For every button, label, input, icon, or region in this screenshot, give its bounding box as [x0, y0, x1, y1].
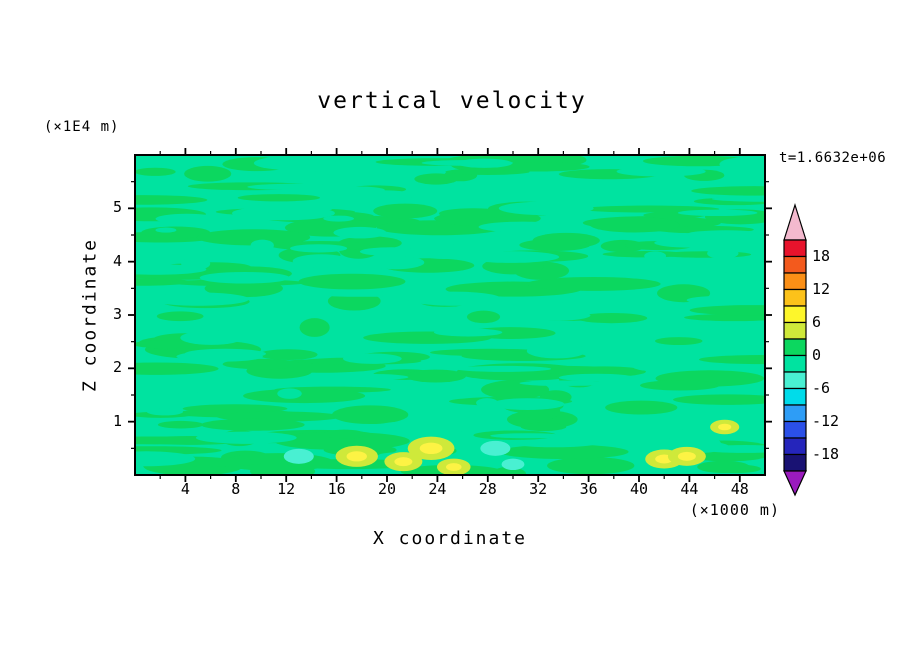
x-axis-title: X coordinate [372, 528, 528, 549]
colorbar-tick-label: 18 [812, 247, 831, 265]
x-tick-label: 40 [629, 480, 649, 498]
plot-title: vertical velocity [317, 88, 587, 114]
colorbar-tick-label: -12 [812, 412, 840, 430]
x-axis-unit-label: (×1000 m) [689, 501, 780, 519]
x-tick-label: 4 [180, 480, 190, 498]
y-axis-unit-label: (×1E4 m) [44, 119, 120, 135]
y-tick-label: 3 [112, 305, 122, 323]
y-tick-label: 5 [112, 198, 122, 217]
x-tick-label: 8 [231, 480, 241, 498]
colorbar-tick-label: 6 [812, 313, 822, 331]
x-tick-label: 24 [428, 480, 447, 498]
x-tick-label: 16 [327, 480, 346, 498]
x-tick-label: 20 [377, 480, 397, 498]
x-tick-label: 48 [730, 480, 749, 498]
colorbar-svg [783, 202, 807, 497]
colorbar-tick-label: 0 [812, 346, 822, 364]
colorbar-tick-label: -18 [812, 445, 840, 463]
x-tick-label: 28 [478, 480, 497, 498]
timestamp-label: t=1.6632e+06 [779, 150, 887, 166]
x-tick-label: 44 [680, 480, 699, 498]
x-tick-label: 12 [277, 480, 296, 498]
colorbar-tick-label: -6 [812, 379, 831, 397]
y-tick-label: 1 [112, 411, 122, 430]
y-tick-label: 4 [112, 251, 122, 270]
colorbar-tick-label: 12 [812, 280, 831, 298]
x-tick-label: 36 [579, 480, 598, 498]
contour-plot [135, 155, 765, 475]
x-tick-label: 32 [529, 480, 548, 498]
y-tick-label: 2 [112, 358, 122, 377]
